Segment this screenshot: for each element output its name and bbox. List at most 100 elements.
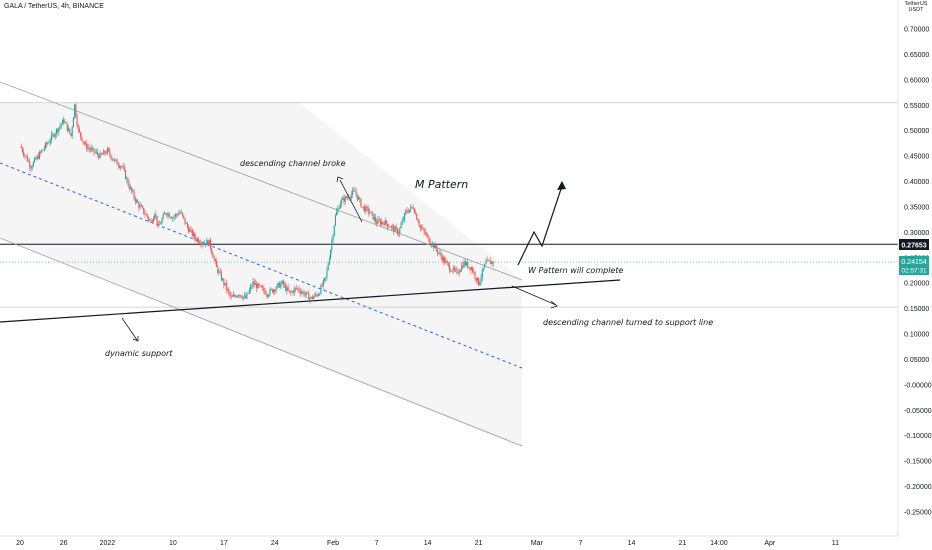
candle-body	[286, 287, 288, 291]
candle-body	[354, 190, 356, 192]
candle-body	[101, 154, 104, 155]
candle-body	[404, 212, 406, 220]
candle-body	[464, 261, 466, 266]
candle-body	[360, 199, 362, 208]
candle-body	[29, 161, 31, 167]
candle-body	[251, 286, 253, 288]
candle-body	[262, 287, 264, 288]
candle-body	[264, 291, 266, 295]
candle-body	[114, 159, 116, 161]
price-tick-label: -0.10000	[904, 433, 932, 440]
candle-body	[320, 285, 322, 294]
candle-body	[273, 289, 275, 293]
candle-body	[120, 166, 122, 168]
candle-body	[330, 249, 332, 259]
time-tick-label: Feb	[327, 540, 339, 547]
candle-body	[203, 243, 205, 245]
candle-body	[172, 217, 174, 219]
candle-body	[328, 258, 330, 265]
candle-body	[239, 295, 241, 296]
candle-body	[425, 234, 428, 235]
candle-body	[317, 294, 320, 296]
candle-body	[270, 289, 272, 290]
candle-body	[139, 205, 141, 208]
candle-body	[104, 150, 106, 154]
candle-body	[168, 213, 170, 218]
candle-body	[216, 260, 218, 267]
candle-body	[192, 233, 195, 236]
candle-body	[410, 206, 412, 210]
candle-body	[74, 104, 76, 118]
symbol-header[interactable]: GALA / TetherUS, 4h, BINANCE	[4, 3, 104, 10]
candle-body	[84, 143, 87, 145]
time-tick-label: Mar	[531, 540, 544, 547]
price-tick-label: 0.65000	[904, 52, 929, 59]
candle-body	[217, 266, 219, 273]
candle-body	[190, 229, 192, 231]
price-tick-label: -0.05000	[904, 408, 932, 415]
candle-body	[24, 155, 26, 156]
candle-body	[57, 129, 59, 132]
candle-body	[67, 128, 70, 131]
candle-body	[433, 243, 435, 249]
candle-body	[88, 147, 90, 149]
candle-body	[325, 277, 327, 279]
candle-body	[82, 140, 84, 143]
candle-body	[382, 221, 384, 224]
candle-body	[351, 190, 354, 195]
candle-body	[207, 240, 209, 246]
candle-body	[455, 269, 457, 271]
candle-body	[218, 271, 220, 273]
candle-body	[112, 159, 114, 161]
candle-body	[414, 213, 417, 214]
candle-body	[487, 259, 489, 261]
channel-lower-line[interactable]	[0, 237, 523, 447]
candle-body	[105, 153, 107, 154]
candle-body	[299, 291, 301, 294]
candle-body	[94, 152, 96, 153]
candle-body	[54, 134, 56, 137]
candle-body	[78, 129, 81, 132]
candle-body	[206, 240, 208, 245]
candle-body	[441, 256, 443, 261]
candle-body	[298, 288, 300, 292]
candle-body	[315, 294, 317, 295]
candle-body	[118, 166, 121, 168]
candle-body	[116, 159, 118, 165]
candle-body	[148, 217, 150, 220]
candle-body	[205, 243, 207, 245]
time-tick-label: 21	[679, 540, 687, 547]
candle-body	[151, 221, 153, 222]
candle-body	[377, 219, 379, 224]
candle-body	[276, 284, 278, 289]
candle-body	[229, 292, 231, 296]
candle-body	[413, 208, 415, 214]
projection-path[interactable]	[517, 185, 563, 266]
candle-body	[296, 287, 298, 289]
candle-body	[222, 278, 224, 281]
candle-body	[280, 283, 282, 288]
candle-body	[158, 224, 161, 225]
candle-body	[421, 227, 423, 229]
candle-body	[171, 217, 173, 219]
price-axis-unit-top: TetherUS	[904, 1, 928, 7]
candle-body	[300, 292, 303, 294]
candle-body	[132, 191, 134, 192]
candle-body	[174, 214, 176, 217]
candle-body	[208, 239, 210, 246]
candle-body	[232, 295, 235, 297]
candle-body	[431, 243, 434, 245]
candle-body	[430, 243, 432, 245]
candle-body	[279, 282, 281, 288]
candle-body	[167, 213, 169, 216]
candle-body	[307, 292, 309, 294]
candle-body	[129, 187, 131, 189]
candle-body	[92, 148, 94, 149]
candle-body	[70, 133, 72, 136]
candle-body	[212, 253, 214, 258]
time-axis[interactable]: 20 26 2022 10 17 24 Feb 7 14 21 Mar 7 14 21 14:00 Apr 11	[16, 540, 839, 547]
candle-body	[302, 291, 304, 293]
candle-body	[384, 220, 386, 226]
candle-body	[256, 283, 258, 289]
